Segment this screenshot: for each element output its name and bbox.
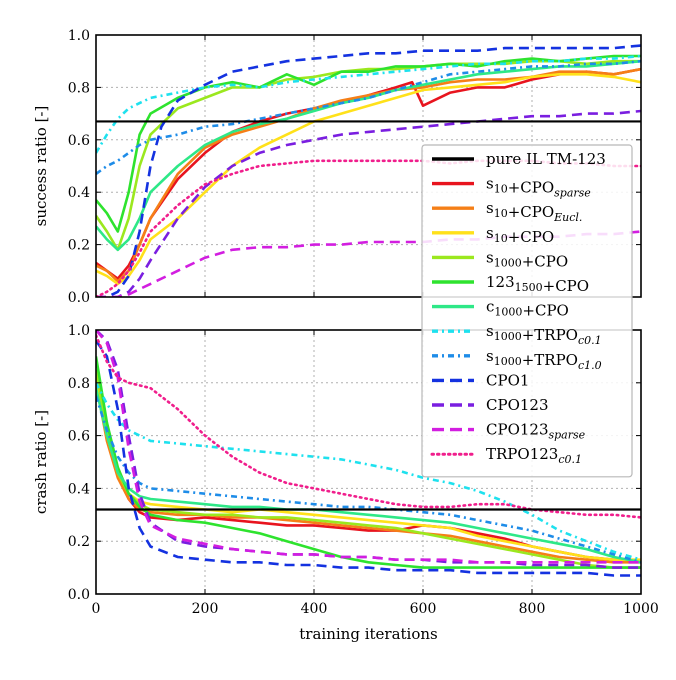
series-line-cpo123 [96, 109, 641, 297]
x-tick-label: 1000 [623, 601, 659, 617]
y-axis-label: success ratio [-] [32, 106, 50, 227]
legend-label-s1000: s1000+CPO [486, 248, 568, 270]
series-line-s10 [96, 377, 641, 562]
legend-label-trpo_c01: s1000+TRPOc0.1 [486, 322, 602, 347]
y-tick-label: 0.0 [68, 290, 90, 306]
x-tick-label: 800 [519, 601, 546, 617]
y-tick-label: 0.8 [68, 376, 90, 392]
y-tick-label: 1.0 [68, 28, 90, 44]
plot-frame [95, 34, 642, 298]
series-line-cpo123_sparse [96, 330, 641, 564]
legend-label-trpo123: TRPO123c0.1 [486, 445, 582, 466]
series-line-s1000 [96, 369, 641, 569]
x-axis-label: training iterations [299, 625, 437, 643]
y-tick-label: 0.4 [68, 185, 90, 201]
y-tick-label: 0.8 [68, 80, 90, 96]
y-tick-label: 0.6 [68, 429, 90, 445]
x-tick-label: 0 [92, 601, 101, 617]
legend-label-c1000: c1000+CPO [486, 298, 569, 320]
series-line-trpo_c01 [96, 54, 641, 154]
series-line-trpo_c10 [96, 59, 641, 175]
legend-label-s10_eucl: s10+CPOEucl. [486, 199, 582, 224]
legend-box [421, 144, 633, 478]
series-group [96, 44, 641, 297]
legend-label-hline: pure IL TM-123 [486, 150, 606, 168]
plot-frame [95, 329, 642, 595]
y-tick-label: 0.4 [68, 481, 90, 497]
panel-success: 0.0 0.2 0.4 0.6 0.8 1.0 success ratio [-] [32, 28, 642, 306]
y-tick-label: 0.6 [68, 133, 90, 149]
series-line-s10_eucl [96, 382, 641, 564]
panel-crash: 0.0 0.2 0.4 0.6 0.8 1.0 0 200 400 600 800 1000 crash… [32, 323, 659, 643]
legend-label-cpo123_sparse: CPO123sparse [486, 421, 586, 442]
legend-label-cpo1: CPO1 [486, 371, 529, 389]
y-tick-label: 0.2 [68, 534, 90, 550]
y-tick-label: 1.0 [68, 323, 90, 339]
legend-label-123_1500: 1231500+CPO [486, 273, 589, 295]
series-group [96, 330, 641, 577]
y-tick-label: 0.0 [68, 587, 90, 603]
y-axis-label: crash ratio [-] [32, 410, 50, 514]
series-line-trpo_c10 [96, 395, 641, 564]
series-line-s10 [96, 73, 641, 286]
series-line-trpo_c01 [96, 382, 641, 561]
series-line-123_1500 [96, 356, 641, 569]
series-line-cpo1 [96, 44, 641, 297]
x-tick-label: 600 [410, 601, 437, 617]
series-line-c1000 [96, 387, 641, 564]
legend-label-s10: s10+CPO [486, 224, 554, 246]
x-tick-label: 400 [301, 601, 328, 617]
legend-label-s10_sparse: s10+CPOsparse [486, 175, 591, 200]
legend-label-cpo123: CPO123 [486, 396, 549, 414]
legend: pure IL TM-123s10+CPOsparses10+CPOEucl.s… [421, 144, 633, 478]
legend-label-trpo_c10: s1000+TRPOc1.0 [486, 347, 602, 372]
y-tick-label: 0.2 [68, 238, 90, 254]
x-tick-label: 200 [192, 601, 219, 617]
